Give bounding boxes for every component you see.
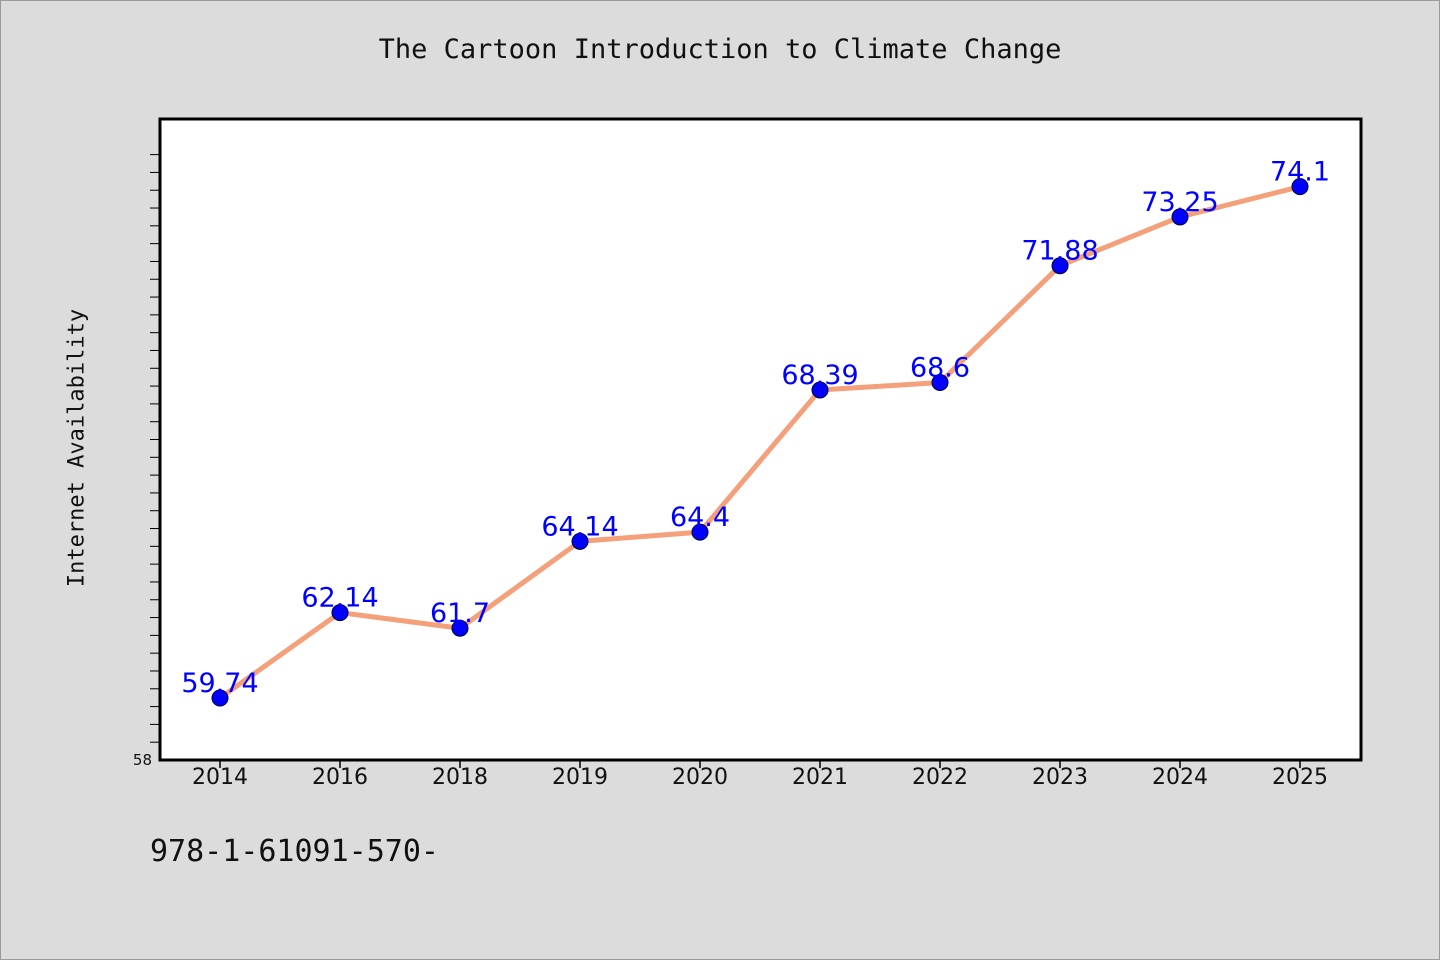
x-tick-label: 2016 — [312, 765, 368, 790]
data-label: 59.74 — [181, 668, 258, 699]
x-tick-label: 2024 — [1152, 765, 1208, 790]
data-label: 68.6 — [910, 353, 970, 384]
data-label: 73.25 — [1141, 187, 1218, 218]
data-point — [451, 619, 469, 637]
data-point — [1171, 208, 1189, 226]
x-tick-label: 2021 — [792, 765, 848, 790]
y-tick-label: 58 — [133, 751, 152, 769]
x-tick-label: 2019 — [552, 765, 608, 790]
data-label: 74.1 — [1270, 157, 1330, 188]
data-point — [691, 523, 709, 541]
data-point — [571, 532, 589, 550]
x-tick-label: 2014 — [192, 765, 248, 790]
data-point — [1051, 257, 1069, 275]
data-label: 68.39 — [781, 360, 858, 391]
data-label: 62.14 — [301, 583, 378, 614]
data-label: 64.4 — [670, 502, 730, 533]
x-tick-label: 2020 — [672, 765, 728, 790]
x-tick-label: 2025 — [1272, 765, 1328, 790]
chart-title: The Cartoon Introduction to Climate Chan… — [378, 34, 1062, 65]
data-label: 71.88 — [1021, 236, 1098, 267]
data-point — [331, 604, 349, 622]
data-point — [811, 381, 829, 399]
data-label: 64.14 — [541, 511, 618, 542]
isbn-text: 978-1-61091-570- — [150, 834, 439, 869]
data-point — [211, 689, 229, 707]
series-line — [217, 184, 1303, 701]
x-tick-label: 2023 — [1032, 765, 1088, 790]
data-label: 61.7 — [430, 598, 490, 629]
data-point — [1291, 178, 1309, 196]
x-tick-label: 2018 — [432, 765, 488, 790]
x-tick-label: 2022 — [912, 765, 968, 790]
data-point — [931, 374, 949, 392]
